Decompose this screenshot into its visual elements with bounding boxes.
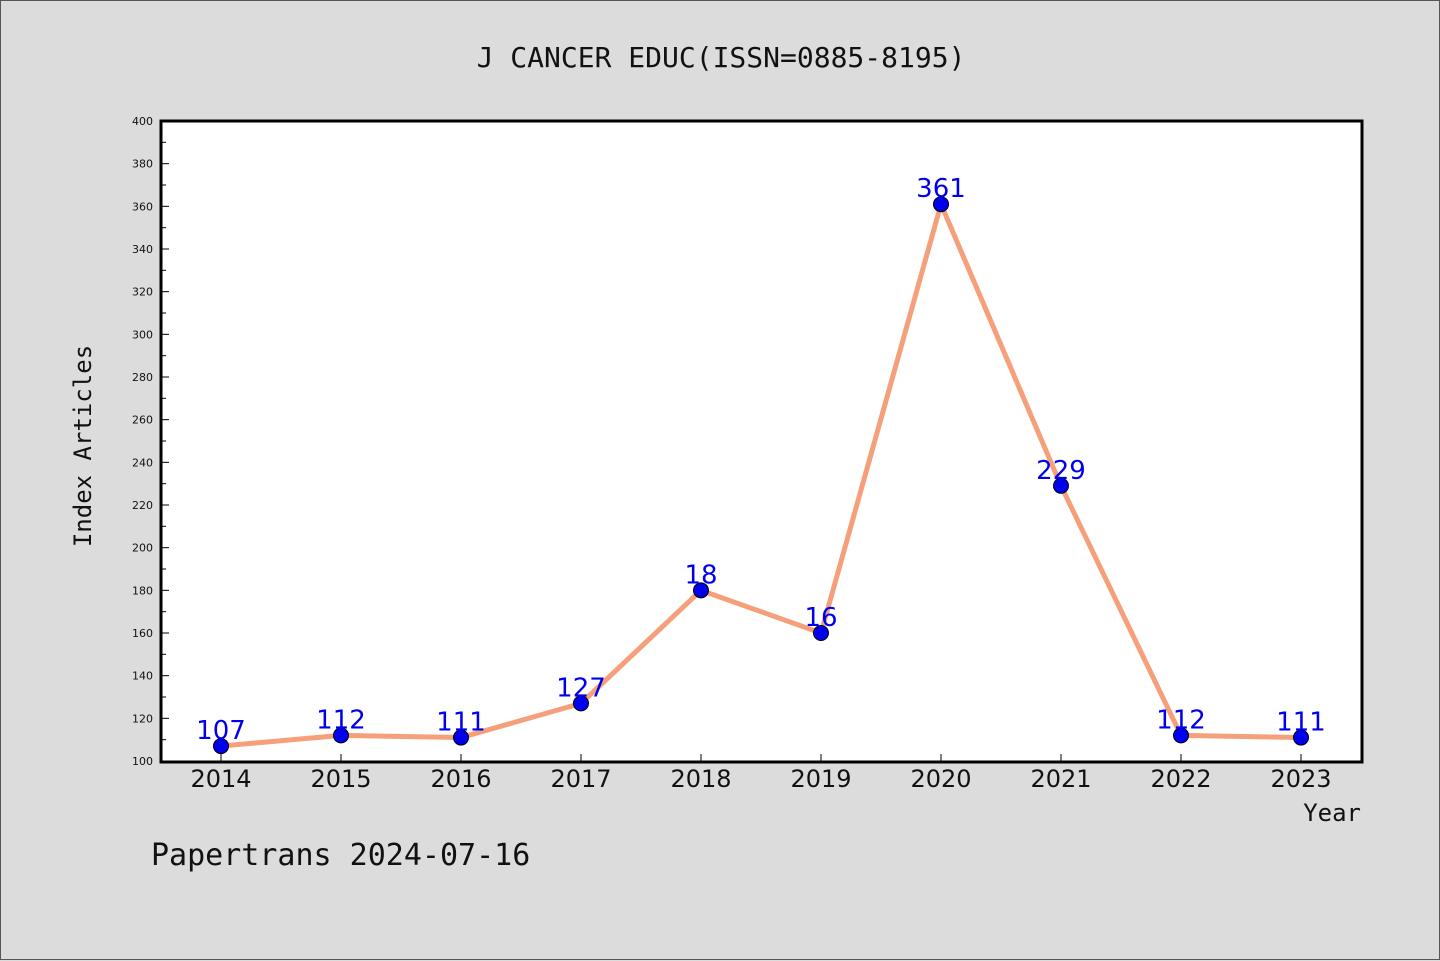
x-tick-label: 2019 — [790, 765, 851, 793]
x-tick-label: 2021 — [1030, 765, 1091, 793]
x-tick-label: 2016 — [430, 765, 491, 793]
data-label: 16 — [804, 603, 837, 633]
data-label: 112 — [1156, 705, 1206, 735]
data-point — [693, 582, 709, 599]
data-label: 127 — [556, 673, 606, 703]
data-point — [453, 729, 469, 746]
y-tick-label: 100 — [132, 755, 153, 768]
y-tick-label: 340 — [132, 243, 153, 256]
series-line — [220, 201, 1302, 749]
data-label: 107 — [196, 716, 246, 746]
y-tick-label: 260 — [132, 414, 153, 427]
data-point — [333, 727, 349, 744]
x-tick-label: 2023 — [1270, 765, 1331, 793]
y-tick-label: 360 — [132, 200, 153, 213]
data-label: 111 — [436, 708, 486, 738]
y-tick-label: 140 — [132, 670, 153, 683]
data-label: 112 — [316, 705, 366, 735]
data-label: 229 — [1036, 456, 1086, 486]
data-point — [573, 695, 589, 712]
x-tick-label: 2015 — [310, 765, 371, 793]
data-point — [1293, 729, 1309, 746]
footer-text: Papertrans 2024-07-16 — [151, 838, 530, 873]
data-label: 18 — [684, 560, 717, 590]
data-labels: 107 112 111 127 18 16 361 229 112 111 — [196, 174, 1326, 746]
y-axis-label: Index Articles — [69, 345, 97, 547]
y-tick-label: 180 — [132, 584, 153, 597]
x-tick-label: 2017 — [550, 765, 611, 793]
data-point — [1053, 477, 1069, 494]
plot-area — [159, 119, 1364, 764]
y-axis: 100 120 140 160 180 200 220 240 260 280 300 320 340 3… — [132, 115, 169, 768]
y-tick-label: 380 — [132, 158, 153, 171]
x-axis: 2014 2015 2016 2017 2018 2019 2020 2021 2022 2023 — [190, 754, 1332, 793]
data-point — [933, 196, 949, 213]
y-tick-label: 160 — [132, 627, 153, 640]
data-point — [213, 738, 229, 755]
x-tick-label: 2020 — [910, 765, 971, 793]
data-point — [1173, 727, 1189, 744]
y-tick-label: 400 — [132, 115, 153, 128]
y-tick-label: 200 — [132, 542, 153, 555]
x-tick-label: 2018 — [670, 765, 731, 793]
data-label: 111 — [1276, 708, 1326, 738]
series-line-group — [220, 201, 1302, 749]
series-markers — [213, 196, 1309, 755]
y-tick-label: 220 — [132, 499, 153, 512]
data-label: 361 — [916, 174, 966, 204]
data-point — [813, 625, 829, 641]
x-tick-label: 2014 — [190, 765, 251, 793]
y-tick-label: 240 — [132, 456, 153, 469]
x-axis-label: Year — [1303, 799, 1361, 827]
y-tick-label: 320 — [132, 286, 153, 299]
y-tick-label: 280 — [132, 371, 153, 384]
y-tick-label: 300 — [132, 328, 153, 341]
y-tick-label: 120 — [132, 712, 153, 725]
x-tick-label: 2022 — [1150, 765, 1211, 793]
chart-title: J CANCER EDUC(ISSN=0885-8195) — [477, 41, 966, 74]
